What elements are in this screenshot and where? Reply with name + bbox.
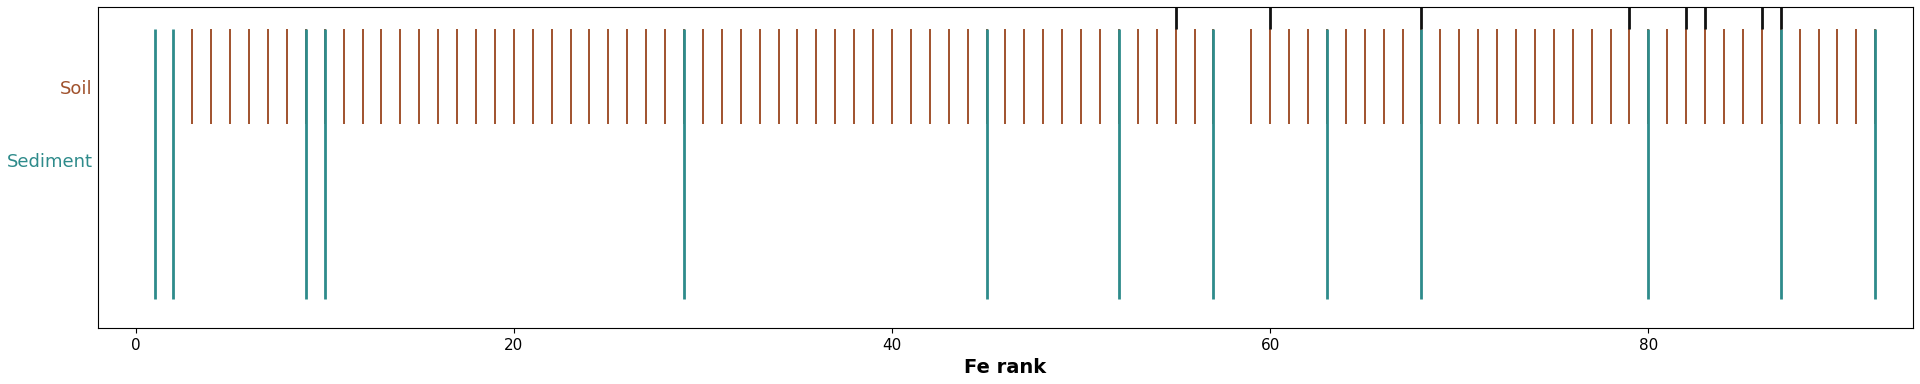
X-axis label: Fe rank: Fe rank xyxy=(964,358,1046,377)
